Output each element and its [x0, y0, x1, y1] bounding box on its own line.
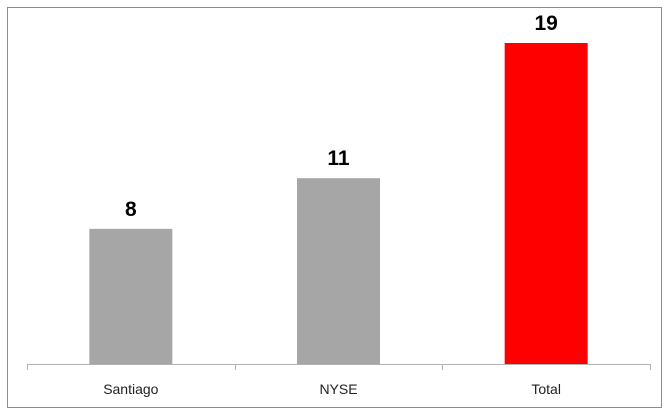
data-label-santiago: 8: [125, 198, 137, 221]
data-label-total: 19: [534, 12, 557, 35]
bars-layer: [89, 43, 588, 364]
bar-santiago: [89, 228, 173, 364]
category-label-nyse: NYSE: [319, 381, 357, 397]
bar-nyse: [297, 178, 380, 364]
bar-total: [504, 43, 588, 364]
data-label-nyse: 11: [327, 147, 350, 170]
labels-layer: 8 11 19: [125, 12, 558, 221]
categories-layer: Santiago NYSE Total: [103, 381, 561, 397]
category-label-santiago: Santiago: [103, 381, 158, 397]
category-label-total: Total: [531, 381, 561, 397]
ticks-layer: [27, 364, 651, 370]
